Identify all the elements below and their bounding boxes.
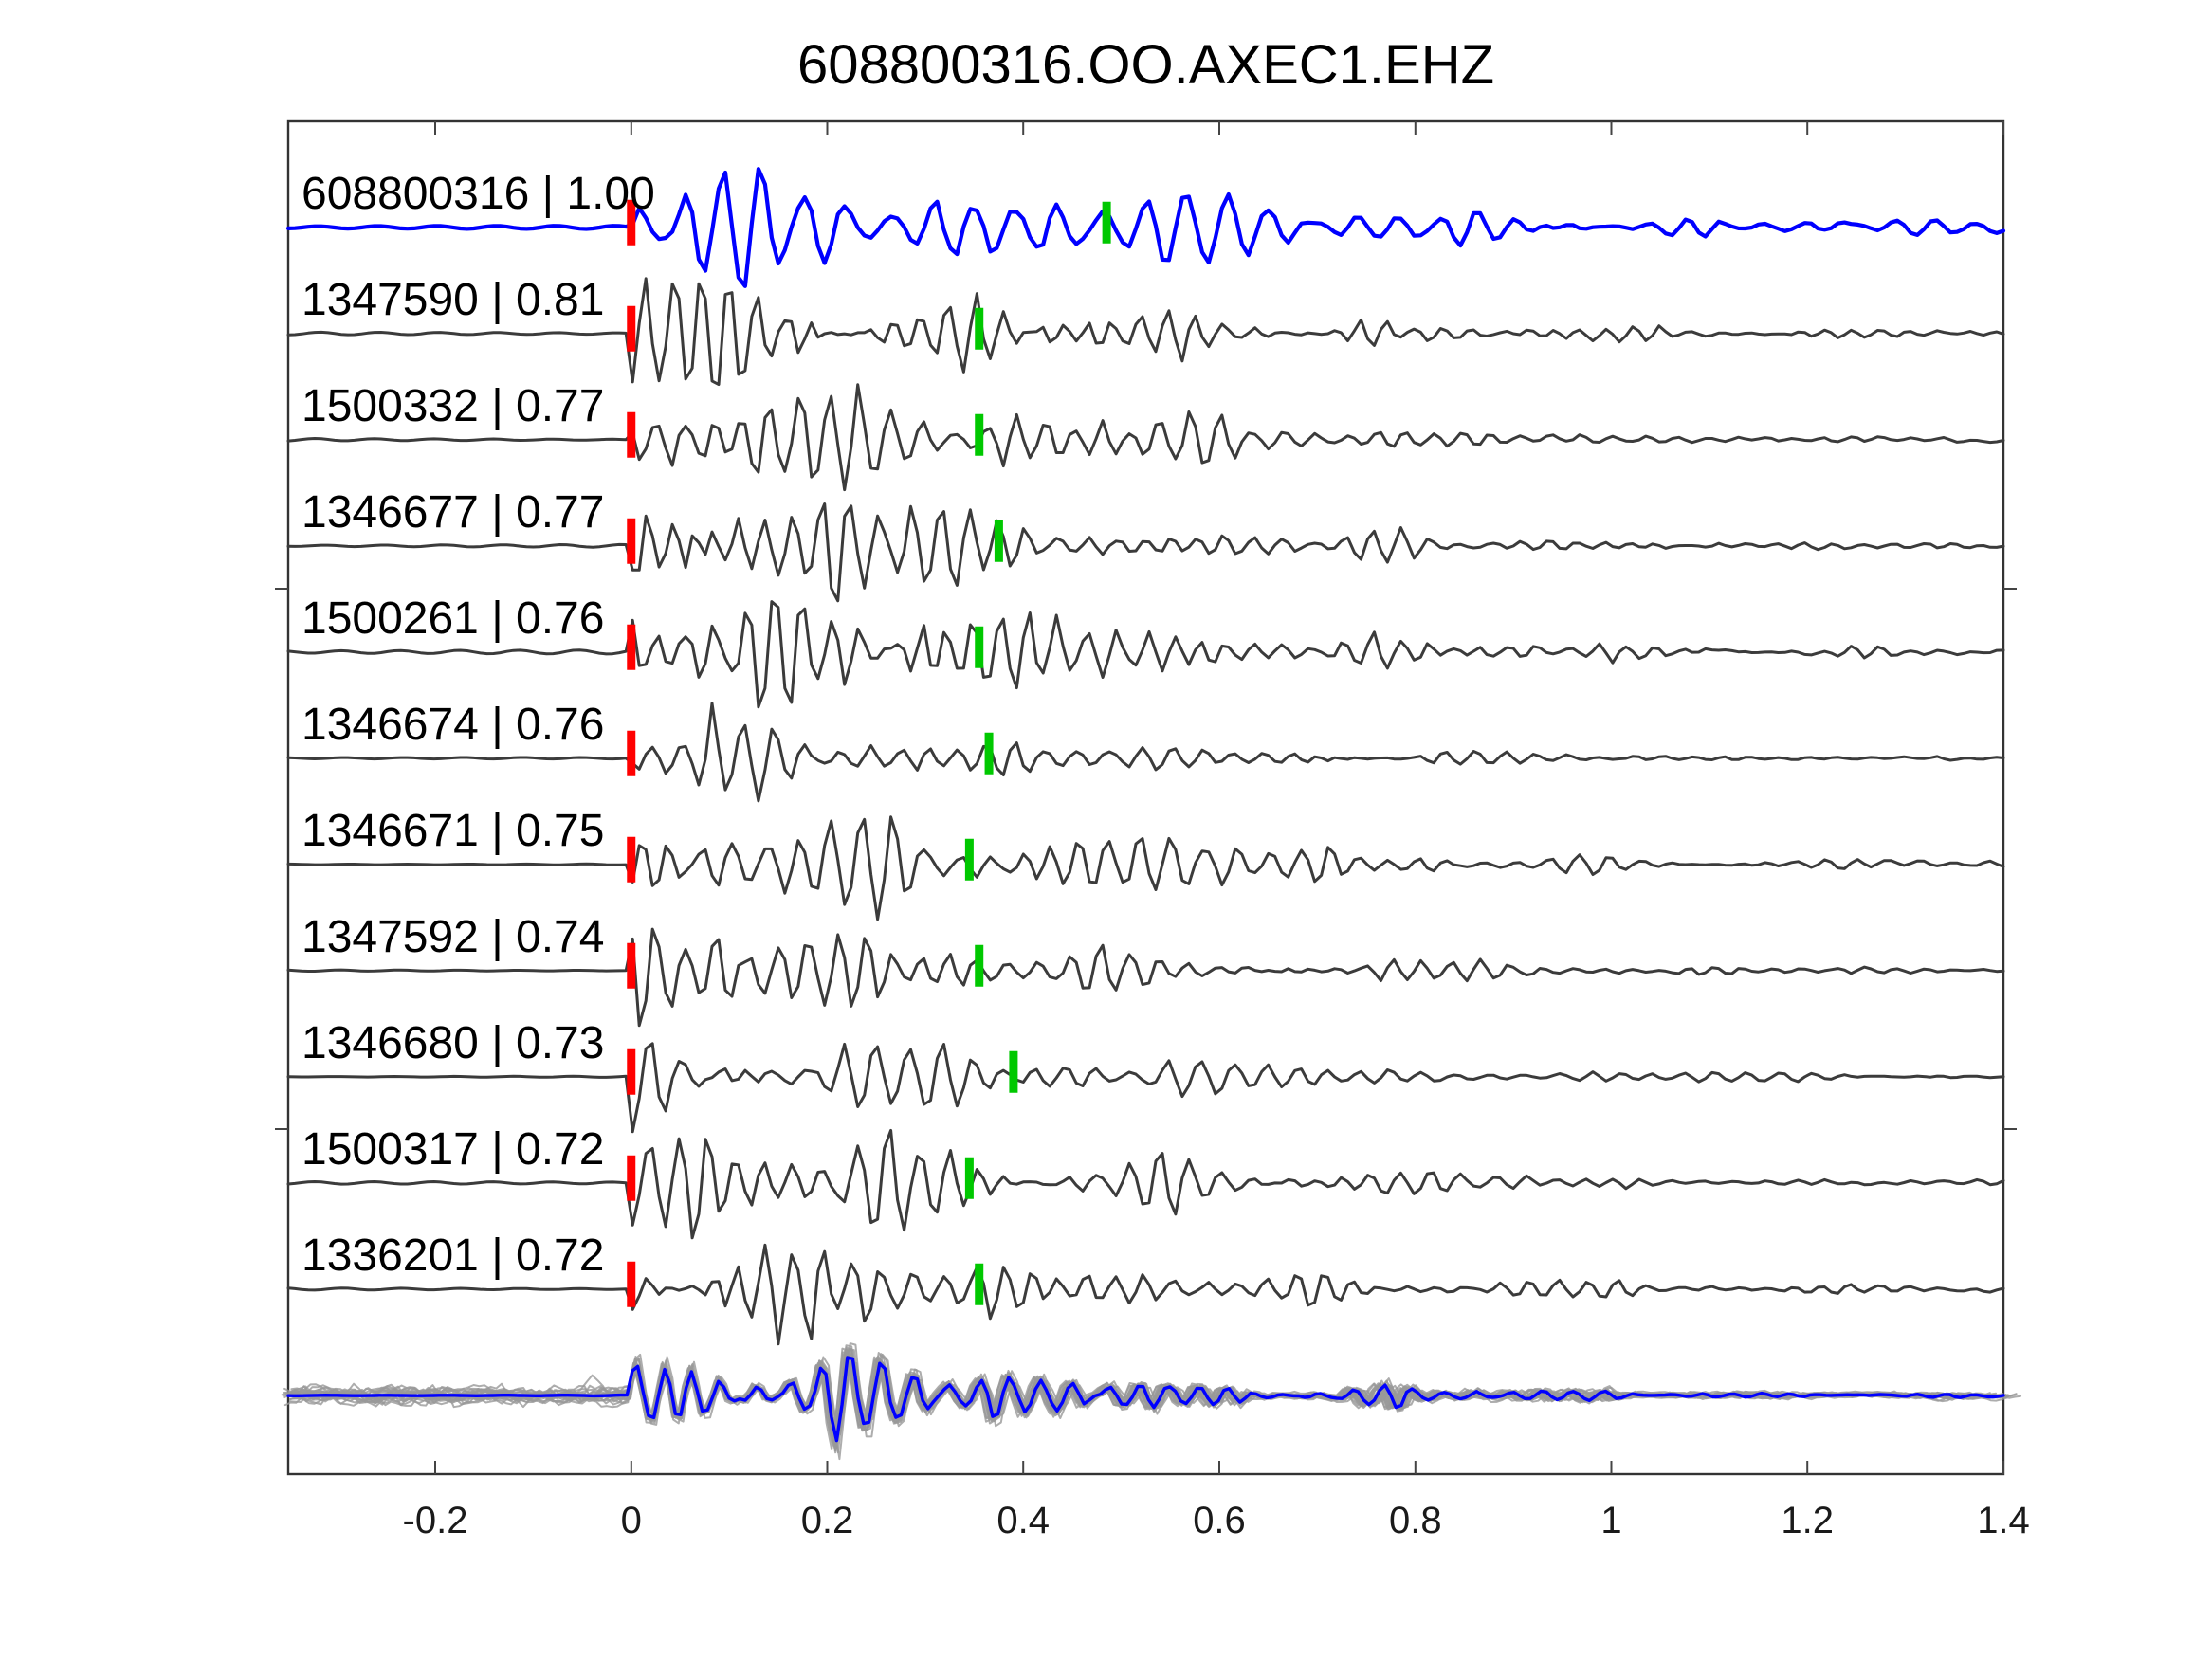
svg-text:0.4: 0.4 [996,1500,1050,1541]
svg-text:0.2: 0.2 [801,1500,854,1541]
svg-text:1336201 | 0.72: 1336201 | 0.72 [302,1231,604,1281]
svg-text:1.4: 1.4 [1977,1500,2030,1541]
svg-text:608800316.OO.AXEC1.EHZ: 608800316.OO.AXEC1.EHZ [797,34,1494,96]
svg-text:1346674 | 0.76: 1346674 | 0.76 [302,700,604,750]
svg-text:1.2: 1.2 [1781,1500,1834,1541]
svg-text:0.6: 0.6 [1193,1500,1246,1541]
svg-text:0: 0 [621,1500,642,1541]
svg-text:1: 1 [1600,1500,1621,1541]
svg-text:1346671 | 0.75: 1346671 | 0.75 [302,806,604,856]
svg-text:1346677 | 0.77: 1346677 | 0.77 [302,487,604,538]
svg-text:1500317 | 0.72: 1500317 | 0.72 [302,1124,604,1175]
svg-text:1500332 | 0.77: 1500332 | 0.77 [302,381,604,431]
svg-text:1347592 | 0.74: 1347592 | 0.74 [302,912,604,962]
svg-text:-0.2: -0.2 [403,1500,468,1541]
svg-text:1500261 | 0.76: 1500261 | 0.76 [302,593,604,644]
svg-text:0.8: 0.8 [1389,1500,1442,1541]
svg-text:608800316 | 1.00: 608800316 | 1.00 [302,169,655,219]
svg-text:1346680 | 0.73: 1346680 | 0.73 [302,1018,604,1068]
svg-text:1347590 | 0.81: 1347590 | 0.81 [302,275,604,325]
